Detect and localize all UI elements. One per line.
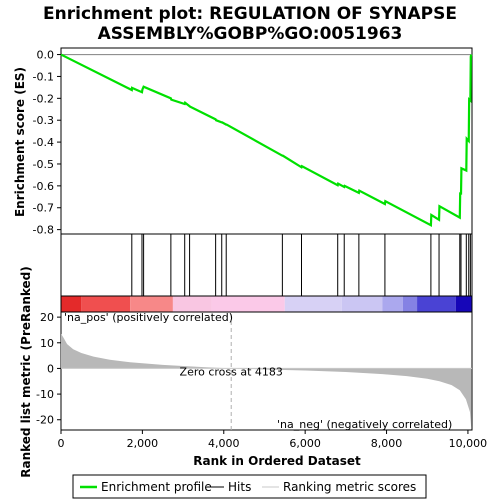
color-bar-segment: [417, 296, 456, 312]
x-tick-label: 8,000: [371, 437, 403, 450]
x-tick-label: 6,000: [289, 437, 321, 450]
metric-y-tick-label: 20: [40, 311, 54, 324]
color-bar-segment: [341, 296, 383, 312]
color-bar-segment: [130, 296, 173, 312]
legend-enrichment-label: Enrichment profile: [101, 480, 212, 494]
zero-cross-label: Zero cross at 4183: [180, 365, 283, 378]
es-y-tick-label: -0.7: [33, 202, 54, 215]
hits-panel-frame: [60, 233, 473, 297]
legend: Enrichment profile Hits Ranking metric s…: [72, 474, 427, 499]
metric-y-tick-label: -10: [36, 388, 54, 401]
metric-y-tick-label: 10: [40, 337, 54, 350]
legend-metric-label: Ranking metric scores: [283, 480, 416, 494]
color-bar-segment: [172, 296, 212, 312]
color-bar-segment: [284, 296, 342, 312]
es-y-tick-label: -0.1: [33, 70, 54, 83]
es-y-tick-label: -0.2: [33, 92, 54, 105]
chart-title-line2: ASSEMBLY%GOBP%GO:0051963: [98, 24, 403, 44]
es-y-ticks: 0.0 -0.1 -0.2 -0.3 -0.4 -0.5 -0.6 -0.7 -0.8: [33, 49, 61, 237]
metric-y-tick-label: -20: [36, 414, 54, 427]
metric-y-ticks: 20 10 0 -10 -20: [36, 311, 61, 427]
metric-panel: Zero cross at 4183 'na_pos' (positively …: [19, 266, 487, 478]
legend-hits-label: Hits: [228, 480, 251, 494]
enrichment-profile-line: [60, 53, 473, 228]
es-y-tick-label: -0.8: [33, 224, 54, 237]
x-axis-label: Rank in Ordered Dataset: [193, 454, 361, 468]
x-tick-label: 10,000: [449, 437, 488, 450]
x-tick-label: 4,000: [208, 437, 240, 450]
negative-correlation-label: 'na_neg' (negatively correlated): [277, 418, 452, 431]
es-y-tick-label: -0.3: [33, 114, 54, 127]
hits-panel: [60, 233, 473, 297]
color-bar-segment: [382, 296, 403, 312]
x-axis-ticks: 0 2,000 4,000 6,000 8,000 10,000: [58, 430, 488, 450]
es-y-tick-label: -0.4: [33, 136, 54, 149]
es-panel-frame: [60, 47, 473, 235]
chart-title-line1: Enrichment plot: REGULATION OF SYNAPSE: [43, 4, 457, 24]
es-y-tick-label: 0.0: [37, 49, 55, 62]
hit-marks: [131, 234, 471, 296]
color-bar-segment: [402, 296, 418, 312]
color-bar-segment: [61, 296, 82, 312]
es-y-tick-label: -0.6: [33, 180, 54, 193]
metric-y-tick-label: 0: [47, 362, 54, 375]
rank-color-bar: [61, 296, 472, 312]
metric-y-axis-label: Ranked list metric (PreRanked): [19, 266, 33, 478]
es-panel: 0.0 -0.1 -0.2 -0.3 -0.4 -0.5 -0.6 -0.7 -0.8 Enri…: [13, 47, 473, 237]
color-bar-segment: [211, 296, 285, 312]
es-y-tick-label: -0.5: [33, 158, 54, 171]
x-tick-label: 0: [58, 437, 65, 450]
x-tick-label: 2,000: [127, 437, 159, 450]
es-y-axis-label: Enrichment score (ES): [13, 67, 27, 217]
color-bar-segment: [81, 296, 131, 312]
color-bar-segment: [455, 296, 472, 312]
legend-box: [72, 474, 427, 499]
positive-correlation-label: 'na_pos' (positively correlated): [64, 311, 233, 324]
